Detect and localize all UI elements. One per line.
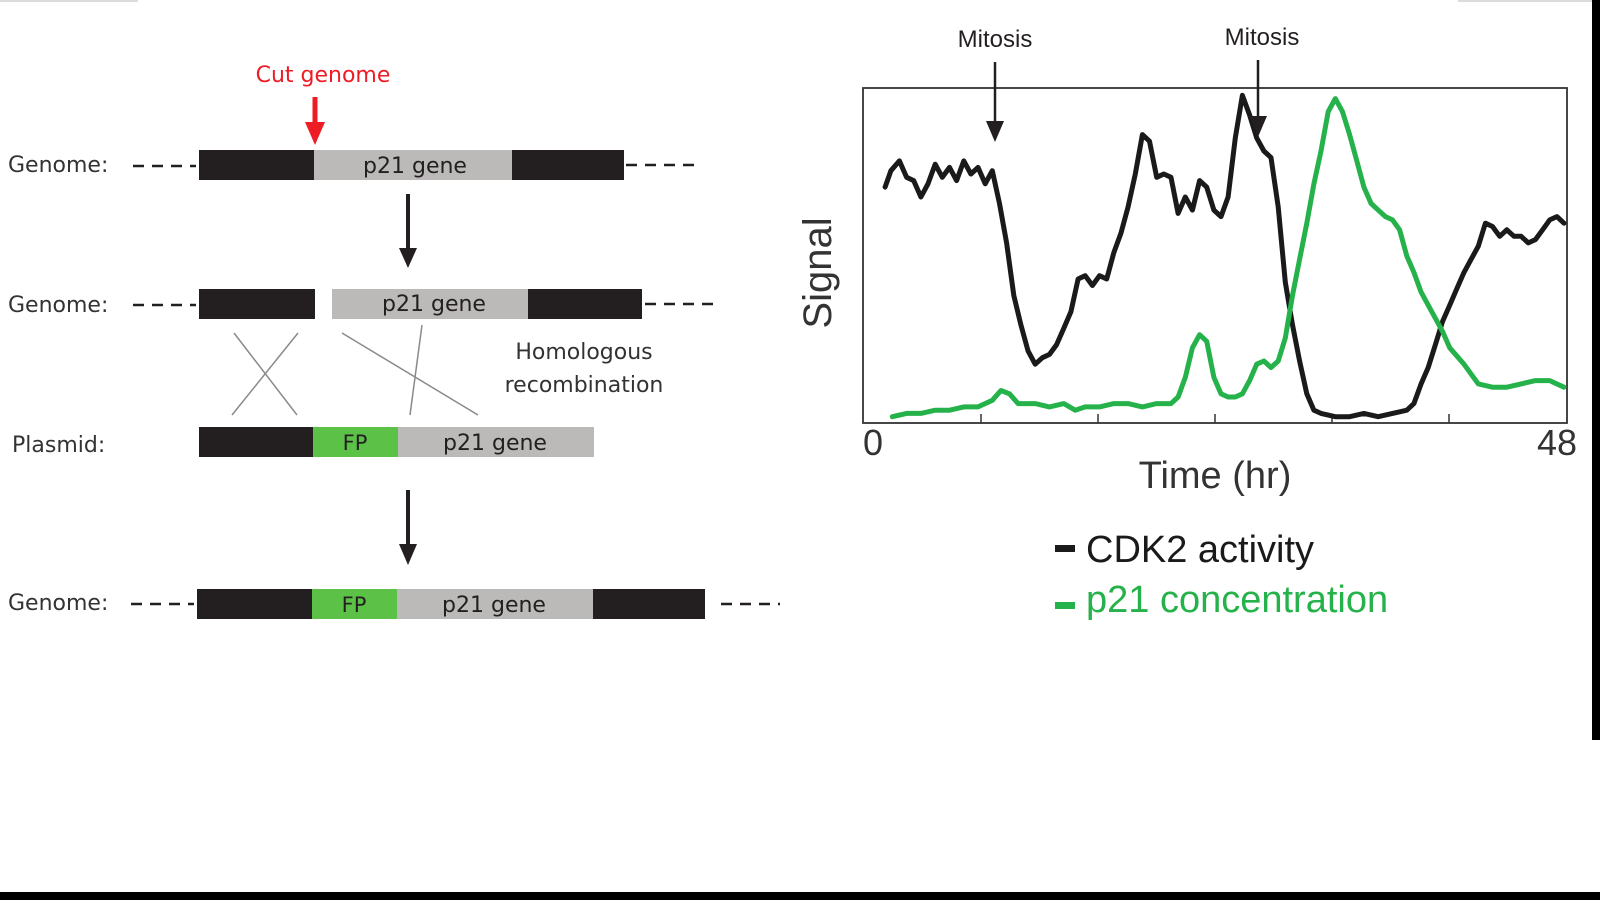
legend-label-p21: p21 concentration	[1086, 579, 1388, 621]
legend-swatch-p21	[1055, 602, 1075, 609]
genome-label-2: Genome:	[8, 293, 108, 318]
fp-segment	[313, 427, 398, 457]
black-segment	[197, 589, 312, 619]
cut-arrow-head	[305, 122, 325, 145]
fp-label: FP	[343, 431, 368, 455]
crossover-line	[341, 332, 479, 416]
right-edge-bar	[1592, 0, 1600, 740]
legend-label-cdk2: CDK2 activity	[1086, 529, 1314, 571]
down-arrow-head	[399, 544, 417, 565]
black-segment	[593, 589, 705, 619]
p21-gene-segment	[397, 589, 593, 619]
cut-genome-label: Cut genome	[256, 63, 391, 88]
p21-gene-label: p21 gene	[363, 154, 467, 179]
y-axis-label: Signal	[796, 217, 840, 328]
mitosis-arrow-head	[1249, 116, 1267, 137]
p21-gene-label: p21 gene	[443, 431, 547, 456]
genome-label-3: Genome:	[8, 591, 108, 616]
crossover-line	[409, 324, 423, 416]
homologous-label: Homologous	[515, 340, 652, 365]
black-segment	[199, 150, 314, 180]
signal-chart: Mitosis Mitosis Signal 0 48 Time (hr) CD…	[796, 24, 1577, 621]
fp-label: FP	[342, 593, 367, 617]
p21-gene-label: p21 gene	[382, 292, 486, 317]
mitosis-arrow-head	[986, 121, 1004, 142]
black-segment	[199, 427, 313, 457]
legend: CDK2 activity p21 concentration	[1055, 529, 1388, 621]
black-segment	[512, 150, 624, 180]
black-segment	[199, 289, 315, 319]
x-axis-label: Time (hr)	[1139, 455, 1292, 497]
legend-swatch-cdk2	[1055, 545, 1075, 552]
recombination-diagram: Cut genome Genome: p21 gene Genome: p21 …	[8, 63, 780, 619]
recombination-label: recombination	[505, 373, 664, 398]
x-tick-label-48: 48	[1537, 422, 1577, 463]
fp-segment	[312, 589, 397, 619]
genome-label-1: Genome:	[8, 153, 108, 178]
crossover-line	[231, 332, 299, 416]
mitosis-label-2: Mitosis	[1225, 24, 1300, 51]
bottom-edge-bar	[0, 892, 1600, 900]
p21-gene-label: p21 gene	[442, 593, 546, 618]
p21-concentration-line	[889, 96, 1567, 420]
p21-gene-segment	[332, 289, 528, 319]
x-tick-label-0: 0	[863, 422, 883, 463]
plasmid-label: Plasmid:	[12, 433, 105, 458]
black-segment	[528, 289, 642, 319]
p21-gene-segment	[398, 427, 594, 457]
p21-gene-segment	[314, 150, 512, 180]
cdk2-activity-line	[882, 92, 1567, 420]
down-arrow-head	[399, 248, 417, 268]
mitosis-label-1: Mitosis	[958, 26, 1033, 53]
series-layer	[882, 92, 1567, 420]
